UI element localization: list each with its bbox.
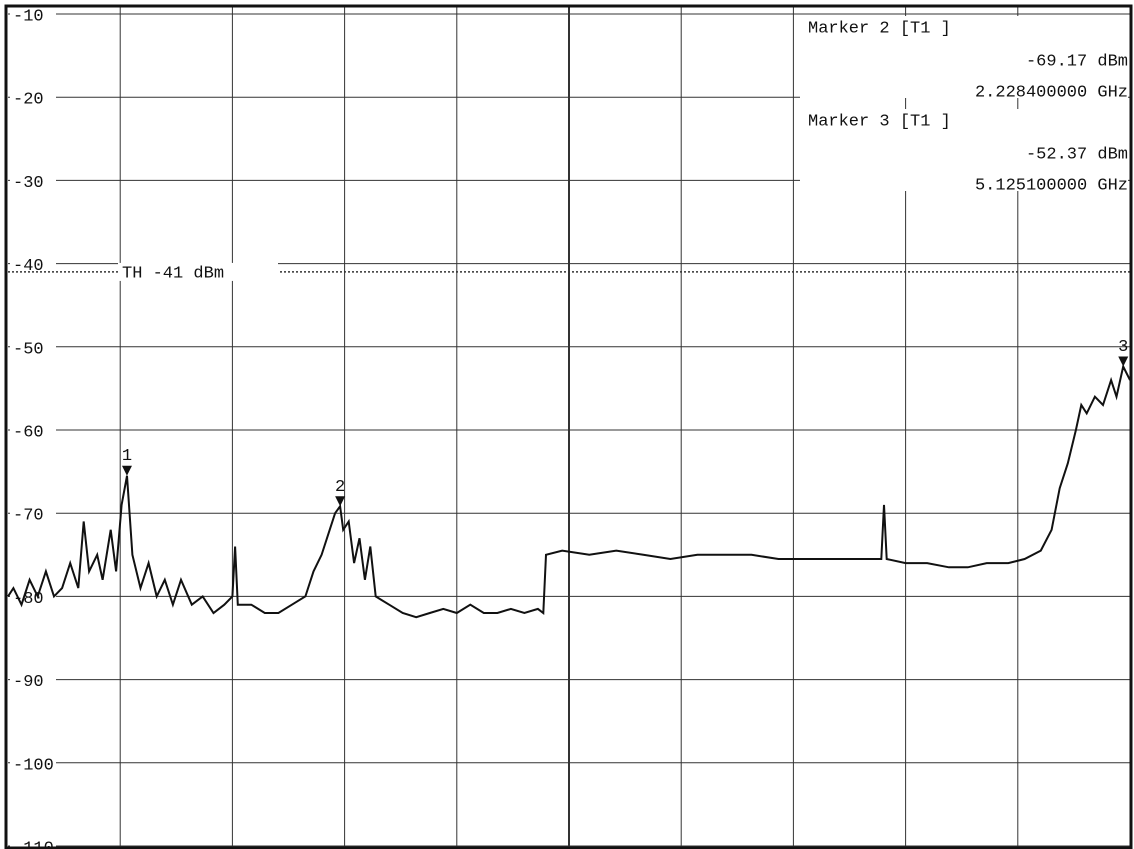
- marker-triangle: [121, 465, 132, 476]
- tick-label-bg: [10, 171, 56, 190]
- marker-triangle: [1118, 356, 1129, 367]
- y-tick-label: -90: [13, 673, 44, 692]
- y-tick-label: -20: [13, 91, 44, 110]
- y-tick-label: -40: [13, 257, 44, 276]
- trace: [7, 363, 1131, 619]
- tick-label-bg: [10, 587, 56, 606]
- y-tick-label: -30: [13, 174, 44, 193]
- y-tick-label: -70: [13, 507, 44, 526]
- marker-triangle: [335, 496, 346, 507]
- readout-frequency: 2.228400000 GHz: [975, 83, 1128, 102]
- readout-title: Marker 3 [T1 ]: [808, 112, 951, 131]
- readout-bg: [800, 109, 1128, 191]
- y-tick-label: -60: [13, 423, 44, 442]
- tick-label-bg: [10, 753, 56, 772]
- y-tick-label: -110: [13, 839, 54, 849]
- tick-label-bg: [10, 5, 56, 23]
- tick-label-bg: [10, 254, 56, 273]
- frame: [4, 4, 1133, 849]
- tick-label-bg: [10, 88, 56, 107]
- readout-bg: [800, 16, 1128, 98]
- y-tick-label: -100: [13, 756, 54, 775]
- tick-label-bg: [10, 337, 56, 356]
- tick-label-bg: [10, 421, 56, 439]
- marker-label: 3: [1118, 338, 1128, 357]
- threshold-label-bg: [118, 262, 278, 281]
- readout-frequency: 5.125100000 GHz: [975, 176, 1128, 195]
- readout-level: -52.37 dBm: [1026, 145, 1128, 164]
- y-tick-label: -50: [13, 340, 44, 359]
- tick-label-bg: [10, 670, 56, 689]
- threshold-label: TH -41 dBm: [122, 264, 224, 283]
- y-tick-label: -10: [13, 7, 44, 26]
- marker-label: 1: [122, 447, 132, 466]
- readout-title: Marker 2 [T1 ]: [808, 19, 951, 38]
- marker-label: 2: [335, 478, 345, 497]
- tick-label-bg: [10, 504, 56, 523]
- tick-label-bg: [10, 837, 56, 849]
- readout-level: -69.17 dBm: [1026, 52, 1128, 71]
